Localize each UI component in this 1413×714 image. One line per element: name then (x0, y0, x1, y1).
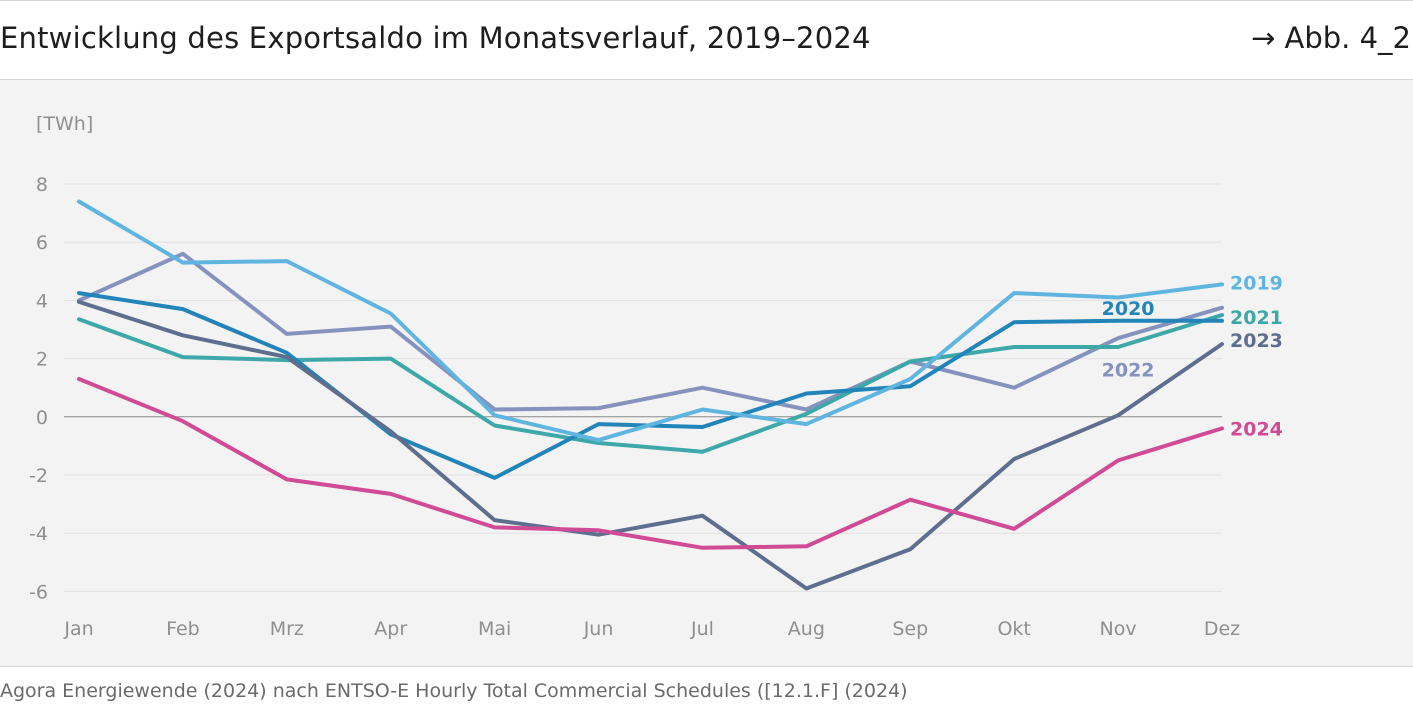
series-line-2022 (77, 251, 1224, 412)
figure-header: Entwicklung des Exportsaldo im Monatsver… (0, 1, 1413, 80)
x-tick-label: Feb (166, 618, 200, 640)
y-tick-label: 8 (36, 174, 48, 196)
x-tick-label: Nov (1100, 618, 1137, 640)
source-note: Agora Energiewende (2024) nach ENTSO-E H… (0, 680, 908, 702)
series-label-2022: 2022 (1102, 360, 1155, 382)
series-line-2020 (77, 291, 1224, 480)
x-tick-label: Dez (1204, 618, 1240, 640)
series-label-2019: 2019 (1230, 272, 1283, 294)
series-line-2024 (77, 377, 1224, 550)
y-tick-label: -4 (29, 523, 48, 545)
y-tick-label: 2 (36, 349, 48, 371)
x-tick-label: Jun (583, 618, 614, 640)
top-divider (0, 0, 1413, 1)
x-tick-label: Jan (63, 618, 93, 640)
series-label-2023: 2023 (1230, 330, 1283, 352)
x-tick-label: Aug (788, 618, 825, 640)
series-label-2024: 2024 (1230, 418, 1283, 440)
figure-reference: → Abb. 4_2 (1250, 21, 1411, 55)
y-tick-label: 6 (36, 232, 48, 254)
series-labels: 2022 2021 2020 2023 2024 2019 (1102, 272, 1283, 440)
footer-divider (0, 666, 1413, 667)
x-tick-label: Apr (374, 618, 407, 640)
y-axis-ticks: 8 6 4 2 0 -2 -4 -6 (29, 174, 48, 603)
plot-area: [TWh] 8 6 4 2 0 -2 -4 -6 Jan Feb Mrz Apr Mai Jun Jul A… (0, 80, 1413, 666)
x-tick-label: Mai (478, 618, 511, 640)
series-line-2023 (77, 299, 1224, 591)
series-lines (77, 199, 1224, 591)
y-tick-label: 0 (36, 407, 48, 429)
series-line-2019 (77, 199, 1224, 443)
y-axis-unit-label: [TWh] (36, 113, 93, 135)
x-axis-ticks: Jan Feb Mrz Apr Mai Jun Jul Aug Sep Okt Nov Dez (63, 618, 1240, 640)
y-tick-label: 4 (36, 290, 48, 312)
x-tick-label: Jul (690, 618, 714, 640)
y-tick-label: -6 (29, 581, 48, 603)
series-label-2021: 2021 (1230, 307, 1283, 329)
page-title: Entwicklung des Exportsaldo im Monatsver… (0, 21, 871, 55)
line-chart: [TWh] 8 6 4 2 0 -2 -4 -6 Jan Feb Mrz Apr Mai Jun Jul A… (29, 113, 1283, 640)
gridlines (64, 183, 1222, 592)
x-tick-label: Okt (997, 618, 1030, 640)
x-tick-label: Mrz (270, 618, 304, 640)
series-label-2020: 2020 (1102, 298, 1155, 320)
y-tick-label: -2 (29, 465, 48, 487)
x-tick-label: Sep (892, 618, 928, 640)
series-line-2021 (77, 313, 1224, 454)
